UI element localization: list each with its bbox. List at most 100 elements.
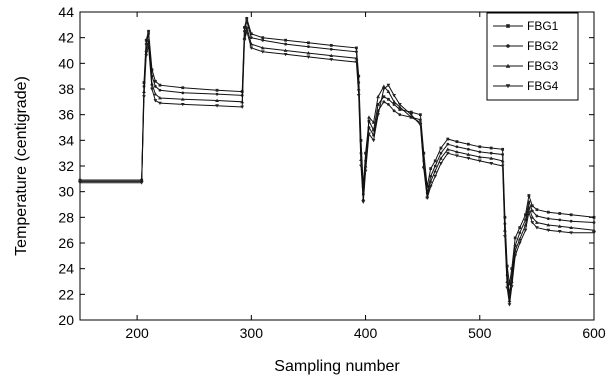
- data-point-triangle-up: [371, 120, 376, 124]
- data-point-square: [546, 210, 550, 214]
- data-point-triangle-down: [513, 254, 518, 258]
- data-point-triangle-down: [381, 87, 386, 91]
- data-point-circle: [569, 219, 573, 223]
- data-point-triangle-up: [146, 38, 151, 42]
- data-point-square: [455, 140, 459, 144]
- data-point-triangle-down: [354, 60, 359, 64]
- y-tick-label: 44: [58, 4, 74, 20]
- data-point-circle: [261, 38, 265, 42]
- data-point-triangle-down: [569, 231, 574, 235]
- data-point-circle: [387, 103, 390, 106]
- data-point-circle: [518, 231, 522, 235]
- data-point-triangle-down: [392, 94, 397, 98]
- data-point-triangle-down: [367, 132, 371, 136]
- data-point-circle: [527, 200, 531, 204]
- data-point-triangle-down: [477, 159, 482, 163]
- y-tick-label: 42: [58, 30, 74, 46]
- data-point-square: [535, 208, 539, 212]
- data-point-circle: [284, 42, 287, 46]
- x-tick-label: 200: [125, 325, 149, 341]
- data-point-triangle-up: [180, 97, 185, 101]
- data-point-triangle-up: [367, 115, 371, 119]
- data-point-square: [506, 24, 510, 28]
- data-point-triangle-down: [592, 231, 596, 235]
- data-point-triangle-up: [376, 94, 381, 99]
- data-point-triangle-down: [153, 99, 158, 103]
- data-point-triangle-down: [466, 156, 471, 161]
- data-point-triangle-up: [428, 179, 433, 183]
- legend-label: FBG2: [527, 39, 559, 53]
- data-point-circle: [392, 109, 396, 113]
- y-tick-label: 32: [58, 158, 74, 174]
- data-point-triangle-up: [505, 63, 511, 68]
- data-point-triangle-down: [489, 162, 494, 166]
- data-point-circle: [530, 209, 534, 213]
- data-point-square: [418, 113, 422, 117]
- legend: FBG1 FBG2 FBG3 FBG4: [486, 12, 579, 101]
- data-point-triangle-up: [260, 46, 265, 50]
- x-tick-label: 600: [582, 325, 606, 341]
- data-point-triangle-down: [361, 200, 366, 204]
- data-point-triangle-up: [397, 105, 402, 109]
- data-point-triangle-down: [363, 169, 368, 174]
- y-tick-label: 28: [58, 209, 74, 225]
- data-point-circle: [144, 42, 148, 46]
- y-axis-title: Temperature (centigrade): [13, 76, 30, 256]
- data-point-square: [261, 36, 265, 40]
- data-point-triangle-down: [386, 83, 391, 88]
- data-point-triangle-up: [455, 149, 459, 154]
- data-point-circle: [329, 47, 333, 51]
- data-point-triangle-down: [421, 167, 426, 171]
- data-point-square: [181, 86, 185, 90]
- data-point-square: [489, 146, 493, 150]
- data-point-square: [215, 88, 219, 92]
- data-point-triangle-down: [150, 87, 154, 91]
- data-point-triangle-down: [283, 52, 288, 57]
- data-point-triangle-down: [397, 103, 402, 107]
- data-point-square: [513, 236, 517, 240]
- y-tick-label: 34: [58, 132, 74, 148]
- y-tick-label: 24: [58, 261, 74, 277]
- data-point-square: [364, 151, 367, 155]
- data-point-triangle-down: [242, 38, 247, 43]
- data-point-square: [527, 194, 531, 197]
- data-point-square: [158, 83, 162, 87]
- data-point-circle: [513, 244, 517, 247]
- data-point-square: [508, 282, 511, 286]
- data-point-circle: [382, 100, 386, 104]
- data-point-square: [392, 103, 396, 106]
- x-tick-label: 400: [354, 325, 378, 341]
- data-point-circle: [245, 19, 249, 23]
- data-point-triangle-down: [260, 50, 265, 54]
- data-point-triangle-up: [381, 84, 386, 88]
- data-point-circle: [307, 45, 310, 49]
- series-fbg4: [78, 29, 596, 307]
- data-point-triangle-up: [439, 156, 443, 160]
- data-point-circle: [455, 145, 459, 149]
- legend-label: FBG4: [527, 79, 559, 93]
- data-point-square: [382, 95, 386, 99]
- data-point-square: [372, 128, 375, 132]
- data-point-triangle-down: [500, 164, 505, 168]
- legend-label: FBG1: [527, 19, 559, 33]
- data-point-triangle-up: [215, 98, 219, 102]
- data-point-triangle-up: [433, 169, 438, 173]
- data-point-square: [510, 267, 514, 271]
- data-point-triangle-down: [376, 113, 381, 117]
- data-point-triangle-down: [359, 164, 363, 168]
- data-point-triangle-down: [509, 285, 514, 289]
- x-tick-label: 500: [468, 325, 492, 341]
- y-tick-label: 36: [58, 107, 74, 123]
- data-point-triangle-up: [153, 92, 158, 96]
- data-point-triangle-up: [530, 215, 535, 219]
- data-point-triangle-down: [409, 113, 414, 117]
- data-point-triangle-down: [445, 151, 450, 156]
- data-point-circle: [398, 113, 402, 117]
- data-point-triangle-down: [356, 94, 361, 98]
- data-point-triangle-down: [530, 221, 535, 225]
- data-point-square: [558, 212, 562, 215]
- axes-layer: 200 300 400 500 600 20 22 24 26 28 30 32 34 36 38 40 42 4…: [58, 4, 605, 341]
- data-point-circle: [592, 221, 596, 224]
- y-tick-label: 38: [58, 81, 74, 97]
- data-point-circle: [181, 91, 185, 95]
